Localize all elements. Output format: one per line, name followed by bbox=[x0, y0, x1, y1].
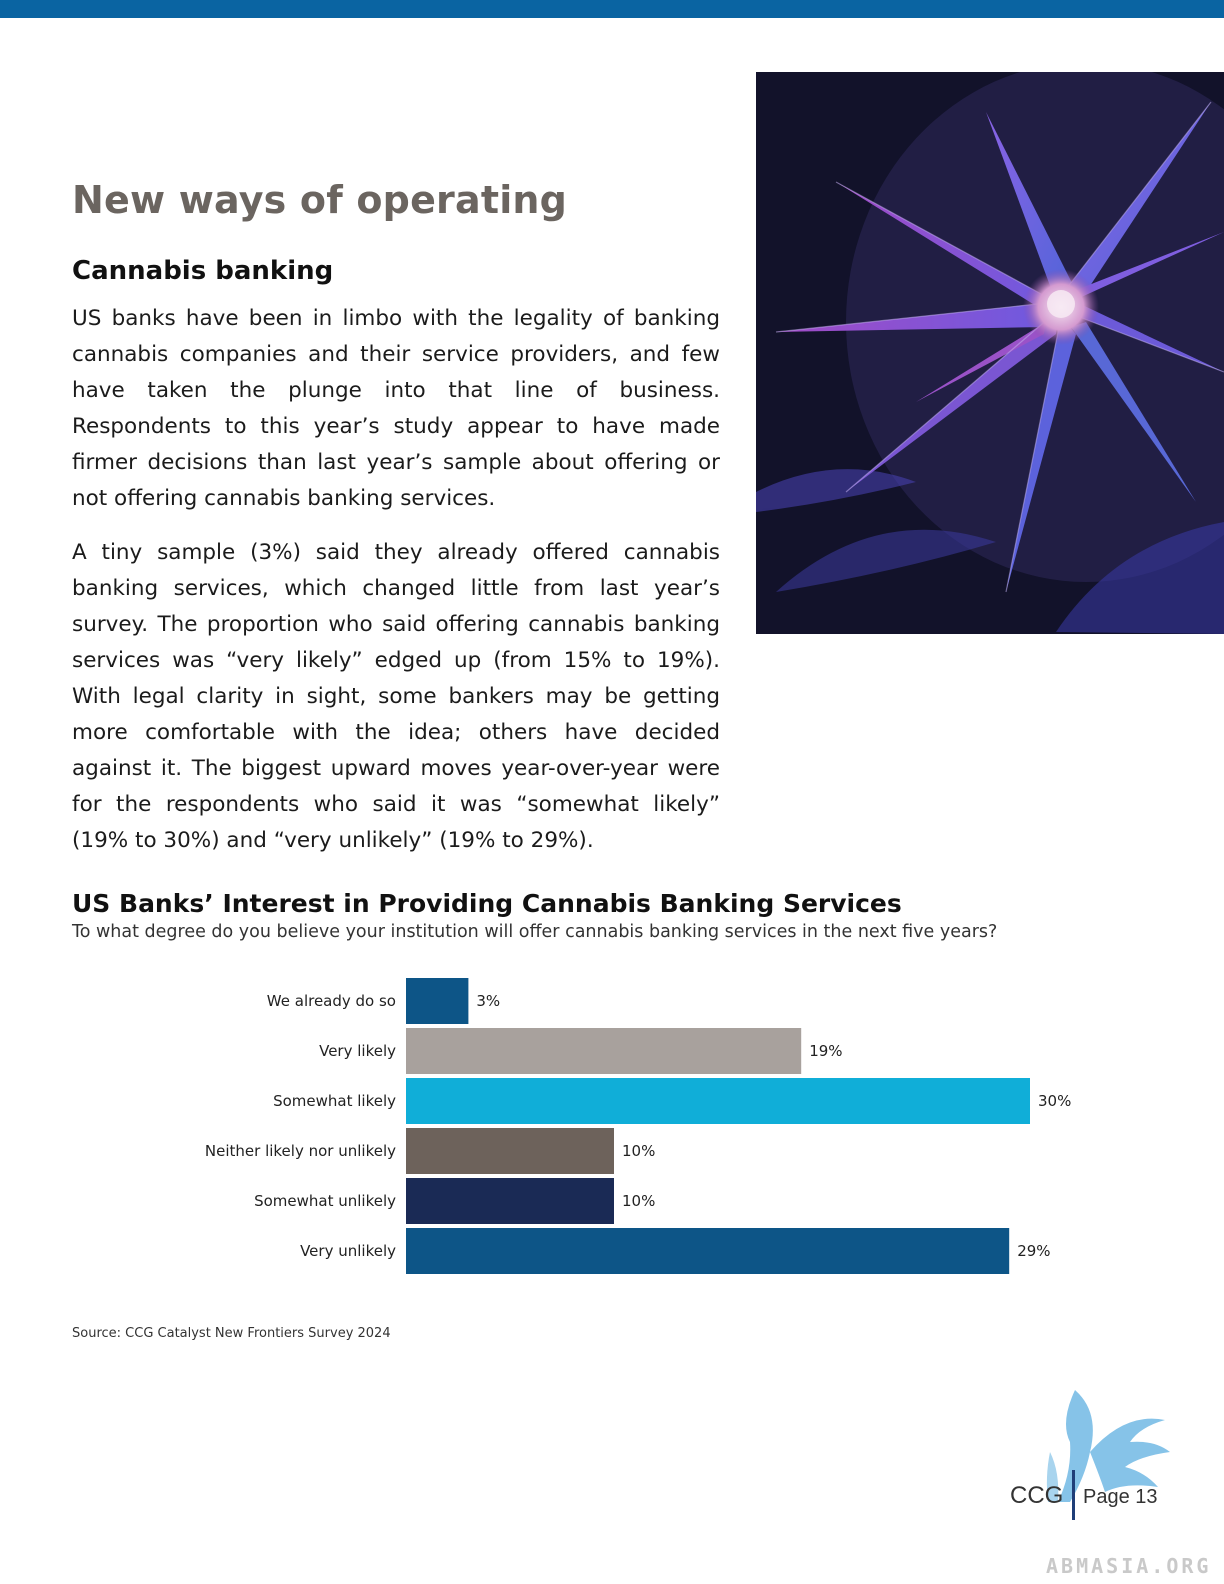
chart-subtitle: To what degree do you believe your insti… bbox=[72, 922, 998, 942]
bar bbox=[406, 1228, 1010, 1274]
bar bbox=[406, 978, 469, 1024]
value-label: 10% bbox=[622, 1192, 655, 1210]
top-accent-bar bbox=[0, 0, 1224, 18]
category-label: Somewhat likely bbox=[273, 1092, 396, 1110]
body-paragraph-1: US banks have been in limbo with the leg… bbox=[72, 306, 720, 511]
category-label: We already do so bbox=[267, 992, 396, 1010]
section-title: New ways of operating bbox=[72, 178, 568, 222]
page-number: Page 13 bbox=[1083, 1486, 1158, 1508]
bar bbox=[406, 1178, 614, 1224]
category-label: Very likely bbox=[319, 1042, 396, 1060]
article-subtitle: Cannabis banking bbox=[72, 256, 334, 286]
value-label: 10% bbox=[622, 1142, 655, 1160]
value-label: 29% bbox=[1017, 1242, 1050, 1260]
value-label: 3% bbox=[476, 992, 500, 1010]
value-label: 30% bbox=[1038, 1092, 1071, 1110]
bar bbox=[406, 1128, 614, 1174]
cannabis-leaf-photo bbox=[756, 72, 1224, 634]
chart-title: US Banks’ Interest in Providing Cannabis… bbox=[72, 889, 902, 918]
griffin-logo-icon bbox=[1046, 1390, 1170, 1502]
bar bbox=[406, 1078, 1030, 1124]
category-label: Somewhat unlikely bbox=[254, 1192, 396, 1210]
brand-separator bbox=[1072, 1470, 1075, 1520]
value-label: 19% bbox=[809, 1042, 842, 1060]
category-label: Very unlikely bbox=[300, 1242, 396, 1260]
body-paragraph-2: A tiny sample (3%) said they already off… bbox=[72, 540, 720, 853]
watermark: ABMASIA.ORG bbox=[1046, 1554, 1212, 1578]
category-label: Neither likely nor unlikely bbox=[205, 1142, 396, 1160]
bar bbox=[406, 1028, 802, 1074]
chart-source: Source: CCG Catalyst New Frontiers Surve… bbox=[72, 1326, 391, 1341]
brand-name: CCG bbox=[1010, 1482, 1064, 1509]
bar-chart: We already do so 3% Very likely 19% Somewhat… bbox=[205, 978, 1071, 1274]
